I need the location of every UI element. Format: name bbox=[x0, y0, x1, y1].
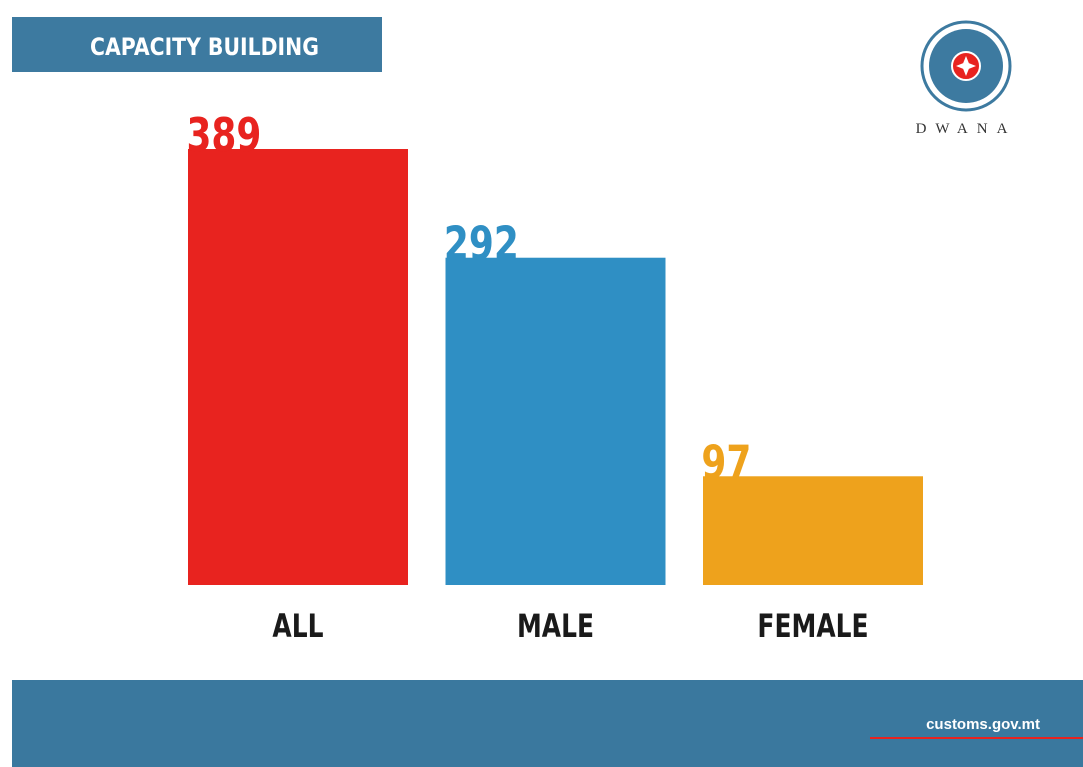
footer-url: customs.gov.mt bbox=[926, 716, 1040, 733]
bar bbox=[445, 257, 666, 585]
x-tick-label: FEMALE bbox=[757, 607, 868, 645]
value-label: 97 bbox=[701, 436, 751, 490]
value-label: 292 bbox=[444, 217, 519, 271]
x-tick-label: ALL bbox=[272, 607, 323, 645]
title-band bbox=[12, 17, 382, 72]
bar bbox=[188, 149, 408, 585]
logo-text: DWANA bbox=[916, 121, 1017, 137]
logo-cross-mark bbox=[956, 56, 976, 76]
footer-band bbox=[12, 680, 1083, 767]
chart-title: CAPACITY BUILDING bbox=[90, 33, 319, 61]
value-label: 389 bbox=[186, 109, 261, 163]
logo: DWANA bbox=[916, 20, 1017, 137]
bar bbox=[703, 476, 923, 585]
x-tick-label: MALE bbox=[517, 607, 594, 645]
